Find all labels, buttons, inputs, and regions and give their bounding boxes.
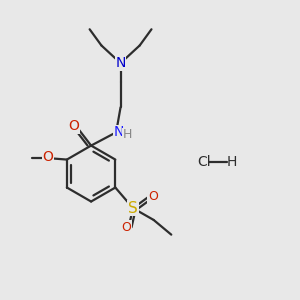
Text: O: O [42, 150, 53, 164]
Text: O: O [69, 119, 80, 134]
Text: N: N [116, 56, 126, 70]
Text: O: O [121, 221, 131, 234]
Text: Cl: Cl [197, 155, 210, 169]
Text: H: H [123, 128, 132, 141]
Text: O: O [148, 190, 158, 203]
Text: H: H [227, 155, 237, 169]
Text: N: N [113, 125, 124, 139]
Text: S: S [128, 201, 138, 216]
